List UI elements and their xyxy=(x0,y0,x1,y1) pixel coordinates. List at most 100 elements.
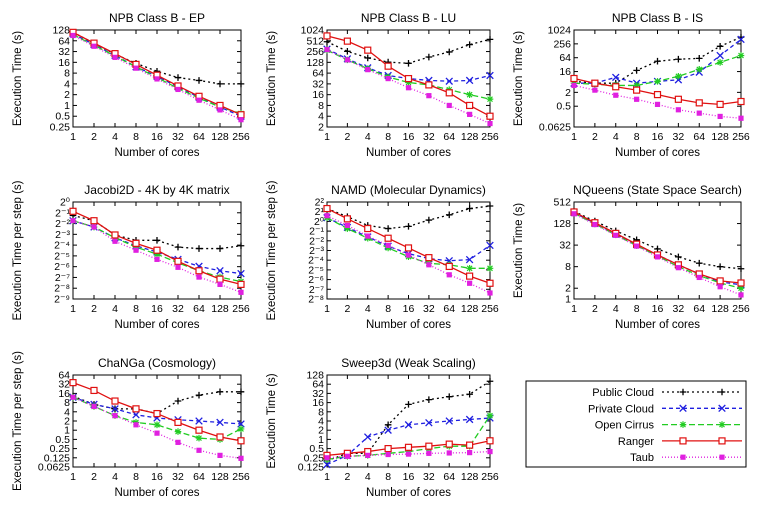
panel-4-ylabel: Execution Time per step (s) xyxy=(12,180,24,320)
panel-8-series-private-cloud xyxy=(323,414,494,469)
panel-7-xtick-label: 128 xyxy=(211,471,229,483)
panel-7-point xyxy=(195,434,203,442)
panel-7-xtick-label: 16 xyxy=(151,471,163,483)
panel-7-point xyxy=(111,397,119,405)
panel-4-xtick-label: 8 xyxy=(133,303,139,315)
panel-8-ytick-label: 64 xyxy=(312,379,324,391)
panel-4-point xyxy=(153,237,161,244)
panel-5-ytick-label: 2⁻⁵ xyxy=(308,264,324,276)
panel-2-xtick-label: 4 xyxy=(365,131,371,143)
panel-8-point xyxy=(365,452,371,458)
panel-3-ytick-label: 1024 xyxy=(548,25,572,37)
panel-5-ytick-label: 2⁰ xyxy=(314,216,324,228)
panel-2-point xyxy=(466,41,473,48)
panel-1-title: NPB Class B - EP xyxy=(109,11,205,25)
panel-3-point xyxy=(634,96,640,102)
panel-7-xtick-label: 4 xyxy=(112,471,118,483)
panel-4-point xyxy=(237,269,245,278)
panel-7-line-taub xyxy=(72,396,242,459)
panel-6-point xyxy=(716,277,724,285)
panel-8-ytick-label: 1 xyxy=(318,434,324,446)
panel-2-ytick-label: 32 xyxy=(312,78,324,90)
panel-2: NPB Class B - LU1 2 4 8 16 32 64 128 25624816326… xyxy=(266,11,499,159)
panel-1-point xyxy=(216,80,224,88)
panel-5-point xyxy=(344,225,351,232)
panel-3-ytick-label: 64 xyxy=(559,52,571,64)
panel-8-point xyxy=(425,442,433,450)
panel-8-ytick-label: 2 xyxy=(318,425,324,437)
panel-4-xtick-label: 4 xyxy=(112,303,118,315)
panel-2-xtick-label: 128 xyxy=(461,131,479,143)
panel-2-point xyxy=(445,89,453,97)
panel-4-point xyxy=(216,267,224,275)
panel-6-series-taub xyxy=(571,211,744,298)
panel-5-point xyxy=(445,211,453,219)
panel-7-ytick-label: 0.125 xyxy=(44,452,70,464)
panel-3-xtick-label: 64 xyxy=(693,131,705,143)
panel-5-point xyxy=(365,233,371,239)
panel-1-xtick-label: 4 xyxy=(112,131,118,143)
panel-7-point xyxy=(174,397,182,405)
panel-6-ytick-label: 512 xyxy=(553,197,571,209)
panel-2-point xyxy=(465,76,474,85)
panel-7-xtick-label: 32 xyxy=(172,471,184,483)
legend-marker xyxy=(679,404,687,413)
panel-2-point xyxy=(467,111,473,117)
panel-5-ytick-label: 2⁻³ xyxy=(309,245,324,257)
panel-7-point xyxy=(217,452,223,458)
panel-5-xtick-label: 64 xyxy=(443,303,455,315)
panel-5-point xyxy=(465,255,474,264)
panel-6-ytick-label: 32 xyxy=(559,240,571,252)
legend-marker xyxy=(718,388,726,396)
panel-4-point xyxy=(153,250,161,258)
panel-8-xtick-label: 64 xyxy=(443,471,455,483)
panel-2-point xyxy=(324,47,330,53)
panel-3-xtick-label: 128 xyxy=(711,131,729,143)
panel-8-point xyxy=(466,390,473,398)
panel-4-point xyxy=(216,275,224,283)
panel-8-xtick-label: 256 xyxy=(481,471,499,483)
panel-3-xtick-label: 2 xyxy=(592,131,598,143)
panel-2-point xyxy=(405,85,412,91)
panel-1-xtick-label: 1 xyxy=(70,131,76,143)
panel-4-xtick-label: 32 xyxy=(172,303,184,315)
panel-5-point xyxy=(324,213,330,219)
panel-1-ytick-label: 64 xyxy=(58,35,70,47)
panel-7-point xyxy=(70,394,76,400)
panel-2-xtick-label: 1 xyxy=(324,131,330,143)
panel-2-point xyxy=(445,77,454,85)
panel-3-point xyxy=(612,83,620,91)
panel-3-point xyxy=(613,92,619,98)
panel-7-point xyxy=(237,420,245,428)
panel-5-point xyxy=(384,234,392,242)
panel-6-point xyxy=(675,265,681,271)
panel-7-series-ranger xyxy=(69,379,245,445)
panel-5-ylabel: Execution Time per step (s) xyxy=(266,180,278,320)
panel-7-ytick-label: 0.5 xyxy=(55,434,70,446)
panel-5-ytick-label: 2² xyxy=(315,197,325,209)
panel-3-xtick-label: 4 xyxy=(613,131,619,143)
panel-5-point xyxy=(364,224,372,233)
panel-8-ytick-label: 0.5 xyxy=(309,443,324,455)
panel-3-series-taub xyxy=(571,82,744,121)
panel-7-ytick-label: 32 xyxy=(58,379,70,391)
panel-8-point xyxy=(363,433,372,441)
panel-4-point xyxy=(133,247,139,253)
panel-3-point xyxy=(633,82,640,89)
panel-7: ChaNGa (Cosmology)1 2 4 8 16 32 64 128 2560.0625… xyxy=(12,351,250,499)
panel-8-point xyxy=(446,450,452,456)
panel-2-point xyxy=(425,81,433,89)
panel-2-xtick-label: 32 xyxy=(423,131,435,143)
panel-8-xtick-label: 2 xyxy=(344,471,350,483)
panel-5-point xyxy=(343,215,351,223)
panel-8-point xyxy=(465,415,474,424)
panel-8-xtick-label: 16 xyxy=(403,471,415,483)
panel-7-point xyxy=(153,421,161,429)
panel-5-point xyxy=(486,279,494,287)
panel-2-xtick-label: 2 xyxy=(344,131,350,143)
panel-4-series-taub xyxy=(70,218,244,295)
panel-7-ytick-label: 64 xyxy=(58,370,70,382)
panel-3-point xyxy=(695,99,703,107)
panel-3-ytick-label: 0.5 xyxy=(556,101,571,113)
panel-7-point xyxy=(90,386,98,395)
